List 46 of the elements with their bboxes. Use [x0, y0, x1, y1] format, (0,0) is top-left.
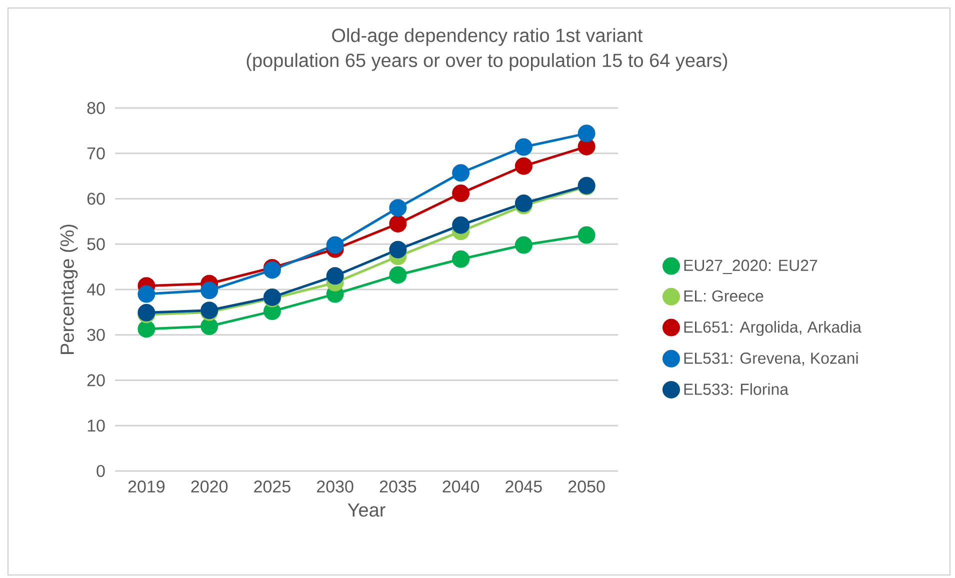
point: [326, 236, 344, 254]
x-tick-label: 2040: [442, 480, 480, 493]
legend-label: EL: Greece: [684, 290, 764, 302]
chart-title: Old-age dependency ratio 1st variant: [332, 28, 643, 46]
point: [389, 266, 407, 284]
point: [452, 250, 470, 268]
x-axis-title: Year: [348, 503, 386, 517]
x-tick-label: 2050: [568, 480, 605, 493]
x-tick-label: 2045: [506, 480, 542, 493]
y-tick-label: 80: [87, 102, 105, 114]
point: [263, 261, 281, 279]
point: [578, 226, 596, 244]
point: [200, 318, 218, 336]
y-tick-label: 10: [88, 420, 105, 432]
y-tick-label: 70: [87, 147, 105, 160]
legend-label: EU27_2020: EU27: [684, 260, 818, 274]
x-tick-label: 2025: [254, 480, 290, 493]
point: [138, 320, 156, 338]
y-tick-label: 20: [87, 374, 105, 386]
point: [514, 138, 532, 156]
point: [200, 282, 218, 300]
point: [138, 285, 156, 303]
y-tick-label: 30: [87, 328, 105, 341]
point: [452, 184, 470, 202]
y-tick-label: 40: [86, 283, 105, 296]
y-axis-title: Percentage (%): [60, 224, 78, 354]
point: [514, 236, 532, 254]
legend-label: EL531: Grevena, Kozani: [684, 352, 858, 366]
x-tick-label: 2035: [380, 480, 416, 493]
point: [578, 124, 596, 142]
point: [514, 157, 532, 175]
x-tick-label: 2020: [191, 480, 228, 493]
y-tick-label: 0: [96, 464, 105, 478]
point: [389, 199, 407, 217]
point: [452, 216, 470, 234]
legend-label: EL533: Florina: [684, 383, 789, 395]
chart-subtitle: (population 65 years or over to population 15 to 64 years): [246, 53, 728, 71]
legend-label: EL651: Argolida, Arkadia: [684, 321, 862, 336]
point: [452, 164, 470, 182]
x-tick-label: 2019: [128, 480, 165, 493]
y-tick-label: 50: [87, 238, 105, 250]
point: [389, 214, 407, 232]
y-tick-label: 60: [87, 192, 105, 205]
point: [326, 267, 344, 285]
point: [389, 240, 407, 258]
x-tick-label: 2030: [317, 480, 354, 493]
